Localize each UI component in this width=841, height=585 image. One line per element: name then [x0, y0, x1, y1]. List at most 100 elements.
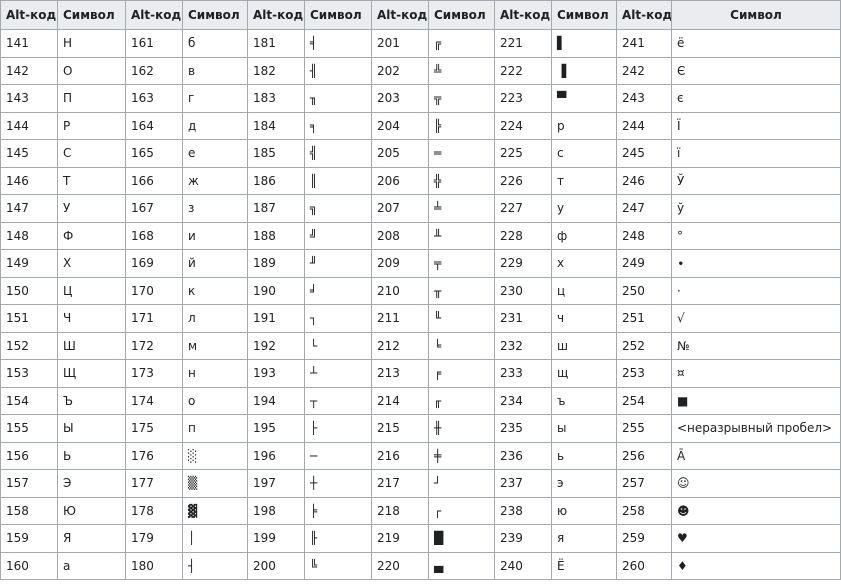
symbol-cell: <неразрывный пробел> — [671, 414, 841, 443]
symbol-cell: г — [182, 84, 248, 113]
symbol-cell: ю — [551, 496, 617, 525]
alt-code-cell: 149 — [0, 249, 58, 278]
alt-code-cell: 186 — [247, 166, 305, 195]
alt-code-cell: 192 — [247, 331, 305, 360]
alt-code-cell: 229 — [494, 249, 552, 278]
symbol-cell: ч — [551, 304, 617, 333]
symbol-cell: б — [182, 29, 248, 58]
table-row: 160 а 180 ┤ 200 ╚ 220 ▄ 240 Ё 260 ♦ — [0, 551, 841, 580]
alt-code-cell: 174 — [125, 386, 183, 415]
symbol-cell: ╡ — [304, 29, 372, 58]
alt-code-cell: 144 — [0, 111, 58, 140]
alt-code-cell: 150 — [0, 276, 58, 305]
symbol-cell: ∙ — [671, 249, 841, 278]
table-row: 143 П 163 г 183 ╖ 203 ╦ 223 ▀ 243 є — [0, 84, 841, 113]
symbol-cell: к — [182, 276, 248, 305]
symbol-cell: Ч — [57, 304, 126, 333]
alt-code-cell: 216 — [371, 441, 429, 470]
alt-code-cell: 219 — [371, 524, 429, 553]
symbol-cell: Х — [57, 249, 126, 278]
symbol-cell: Ъ — [57, 386, 126, 415]
symbol-cell: ▐ — [551, 56, 617, 85]
symbol-cell: Ї — [671, 111, 841, 140]
alt-code-cell: 234 — [494, 386, 552, 415]
table-row: 141 Н 161 б 181 ╡ 201 ╔ 221 ▌ 241 ё — [0, 29, 841, 58]
alt-code-cell: 230 — [494, 276, 552, 305]
alt-code-cell: 190 — [247, 276, 305, 305]
alt-code-cell: 206 — [371, 166, 429, 195]
alt-code-cell: 256 — [616, 441, 672, 470]
symbol-cell: ╔ — [428, 29, 495, 58]
symbol-cell: ╛ — [304, 276, 372, 305]
symbol-cell: █ — [428, 524, 495, 553]
alt-code-cell: 177 — [125, 469, 183, 498]
symbol-cell: ■ — [671, 386, 841, 415]
alt-code-cell: 183 — [247, 84, 305, 113]
symbol-cell: Ю — [57, 496, 126, 525]
alt-code-cell: 173 — [125, 359, 183, 388]
column-header-symbol: Символ — [551, 0, 617, 30]
alt-code-cell: 199 — [247, 524, 305, 553]
symbol-cell: Є — [671, 56, 841, 85]
symbol-cell: Ц — [57, 276, 126, 305]
symbol-cell: д — [182, 111, 248, 140]
column-header-alt-code: Alt-код — [494, 0, 552, 30]
alt-code-cell: 172 — [125, 331, 183, 360]
symbol-cell: ╗ — [304, 194, 372, 223]
alt-code-cell: 247 — [616, 194, 672, 223]
alt-code-cell: 231 — [494, 304, 552, 333]
symbol-cell: √ — [671, 304, 841, 333]
symbol-cell: ▓ — [182, 496, 248, 525]
symbol-cell: Ь — [57, 441, 126, 470]
symbol-cell: ╙ — [428, 304, 495, 333]
table-row: 158 Ю 178 ▓ 198 ╞ 218 ┌ 238 ю 258 ☻ — [0, 496, 841, 525]
alt-code-cell: 243 — [616, 84, 672, 113]
alt-code-cell: 159 — [0, 524, 58, 553]
symbol-cell: л — [182, 304, 248, 333]
alt-code-cell: 251 — [616, 304, 672, 333]
symbol-cell: ┬ — [304, 386, 372, 415]
symbol-cell: С — [57, 139, 126, 168]
symbol-cell: ▄ — [428, 551, 495, 580]
alt-code-cell: 211 — [371, 304, 429, 333]
symbol-cell: о — [182, 386, 248, 415]
alt-code-cell: 157 — [0, 469, 58, 498]
table-body: 141 Н 161 б 181 ╡ 201 ╔ 221 ▌ 241 ё 142 О 162 в 182 ╢ 202 ╩… — [0, 29, 841, 580]
table-row: 156 Ь 176 ░ 196 ─ 216 ╪ 236 ь 256 Ā — [0, 441, 841, 470]
table-row: 154 Ъ 174 о 194 ┬ 214 ╓ 234 ъ 254 ■ — [0, 386, 841, 415]
table-row: 152 Ш 172 м 192 └ 212 ╘ 232 ш 252 № — [0, 331, 841, 360]
symbol-cell: ▌ — [551, 29, 617, 58]
symbol-cell: ё — [671, 29, 841, 58]
column-header-alt-code: Alt-код — [616, 0, 672, 30]
alt-code-cell: 164 — [125, 111, 183, 140]
symbol-cell: ╝ — [304, 221, 372, 250]
symbol-cell: з — [182, 194, 248, 223]
symbol-cell: ╖ — [304, 84, 372, 113]
alt-code-cell: 239 — [494, 524, 552, 553]
alt-code-cell: 215 — [371, 414, 429, 443]
symbol-cell: й — [182, 249, 248, 278]
alt-code-cell: 242 — [616, 56, 672, 85]
alt-code-cell: 156 — [0, 441, 58, 470]
symbol-cell: Щ — [57, 359, 126, 388]
alt-code-cell: 184 — [247, 111, 305, 140]
alt-code-cell: 217 — [371, 469, 429, 498]
alt-code-cell: 236 — [494, 441, 552, 470]
symbol-cell: У — [57, 194, 126, 223]
alt-code-cell: 255 — [616, 414, 672, 443]
alt-code-cell: 200 — [247, 551, 305, 580]
alt-code-cell: 141 — [0, 29, 58, 58]
symbol-cell: │ — [182, 524, 248, 553]
alt-code-cell: 143 — [0, 84, 58, 113]
table-row: 148 Ф 168 и 188 ╝ 208 ╨ 228 ф 248 ° — [0, 221, 841, 250]
column-header-symbol: Символ — [671, 0, 841, 30]
symbol-cell: Ф — [57, 221, 126, 250]
symbol-cell: ў — [671, 194, 841, 223]
alt-code-cell: 252 — [616, 331, 672, 360]
symbol-cell: ╘ — [428, 331, 495, 360]
symbol-cell: ╥ — [428, 276, 495, 305]
symbol-cell: ╧ — [428, 194, 495, 223]
symbol-cell: ф — [551, 221, 617, 250]
alt-code-cell: 195 — [247, 414, 305, 443]
symbol-cell: х — [551, 249, 617, 278]
